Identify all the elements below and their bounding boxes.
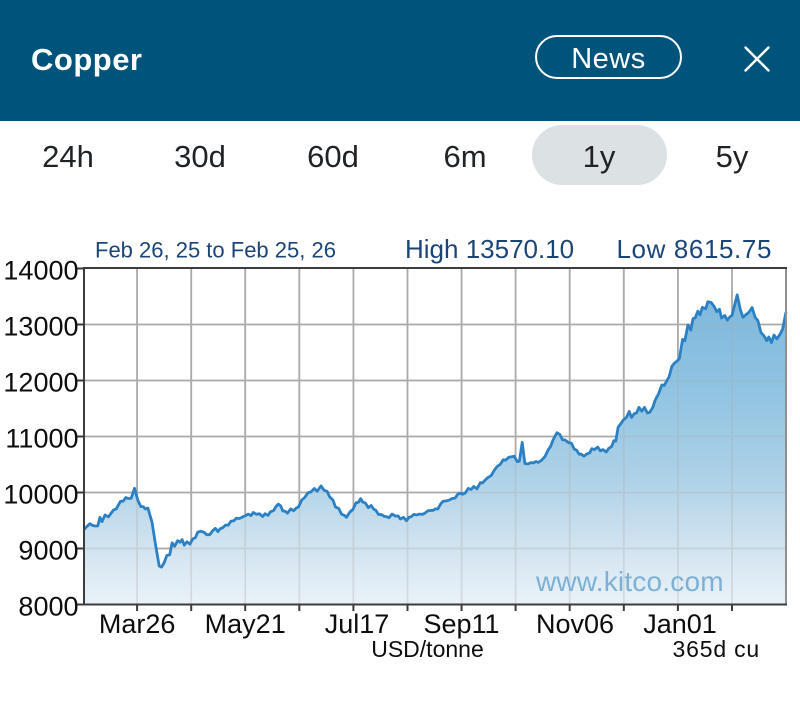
svg-text:www.kitco.com: www.kitco.com xyxy=(535,566,724,597)
svg-text:Mar26: Mar26 xyxy=(99,609,176,639)
svg-text:USD/tonne: USD/tonne xyxy=(371,636,484,662)
svg-text:Sep11: Sep11 xyxy=(423,609,499,639)
svg-text:12000: 12000 xyxy=(3,368,78,398)
svg-text:13000: 13000 xyxy=(3,312,78,342)
svg-text:Nov06: Nov06 xyxy=(536,609,614,639)
svg-text:Low 8615.75: Low 8615.75 xyxy=(617,234,773,264)
svg-text:9000: 9000 xyxy=(18,536,78,566)
svg-text:14000: 14000 xyxy=(3,256,78,286)
svg-text:High 13570.10: High 13570.10 xyxy=(405,234,574,264)
svg-text:May21: May21 xyxy=(205,609,286,639)
svg-text:365d cu: 365d cu xyxy=(673,636,760,662)
svg-text:Feb 26, 25 to Feb 25, 26: Feb 26, 25 to Feb 25, 26 xyxy=(95,238,336,263)
svg-text:10000: 10000 xyxy=(3,480,78,510)
svg-text:8000: 8000 xyxy=(18,592,78,622)
svg-text:Jul17: Jul17 xyxy=(325,609,390,639)
svg-text:11000: 11000 xyxy=(5,424,78,454)
svg-text:Jan01: Jan01 xyxy=(643,609,717,639)
